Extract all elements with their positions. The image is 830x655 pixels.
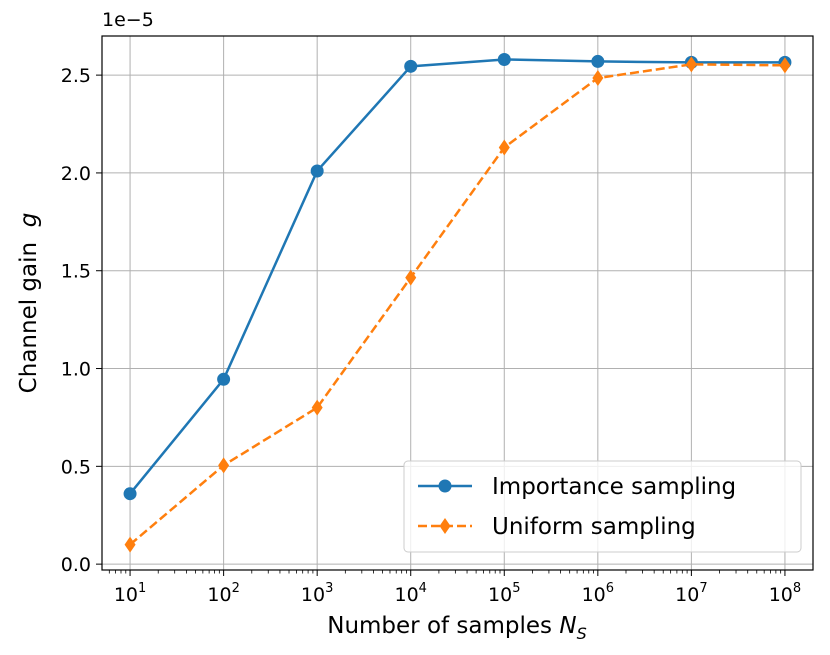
data-point	[310, 164, 324, 178]
x-tick-label: 106	[582, 581, 614, 606]
y-tick-label: 2.0	[61, 163, 91, 185]
legend-marker	[438, 479, 452, 493]
x-tick-label-exponent: 7	[699, 581, 707, 596]
data-point	[404, 59, 418, 73]
y-axis-label-text: Channel gain	[16, 227, 42, 393]
x-tick-label: 104	[394, 581, 426, 606]
data-point	[497, 52, 511, 66]
data-point	[498, 139, 510, 156]
x-tick-label-exponent: 3	[325, 581, 333, 596]
legend-label: Importance sampling	[492, 474, 736, 500]
x-tick-label: 101	[114, 581, 146, 606]
x-tick-label: 103	[301, 581, 333, 606]
x-tick-label: 105	[488, 581, 520, 606]
data-point	[123, 487, 137, 501]
x-tick-label-base: 10	[488, 584, 512, 606]
x-tick-label-exponent: 8	[793, 581, 801, 596]
y-tick-label: 1.0	[61, 359, 91, 381]
data-point	[124, 536, 136, 553]
legend-marker	[439, 518, 451, 534]
x-axis-label-var: N	[559, 613, 576, 639]
data-point	[779, 57, 791, 74]
x-tick-label: 107	[675, 581, 707, 606]
x-tick-label-base: 10	[769, 584, 793, 606]
x-axis-label-text: Number of samples	[327, 613, 559, 639]
series-uniform-sampling	[124, 56, 791, 553]
data-point	[685, 56, 697, 73]
x-axis-label: Number of samples NS	[327, 613, 586, 643]
x-axis-label-sub: S	[577, 624, 587, 643]
legend-box	[403, 460, 802, 553]
y-tick-label: 2.5	[61, 65, 91, 87]
x-tick-label-exponent: 4	[419, 581, 427, 596]
x-tick-label-base: 10	[582, 584, 606, 606]
y-axis-label-var: g	[16, 213, 42, 228]
series-line	[129, 58, 785, 495]
data-point	[591, 54, 605, 68]
series-layer	[123, 52, 792, 553]
x-tick-label-exponent: 6	[606, 581, 614, 596]
x-tick-label-exponent: 2	[232, 581, 240, 596]
series-line	[129, 63, 785, 546]
legend-label: Uniform sampling	[492, 514, 696, 540]
y-tick-label: 0.0	[61, 554, 91, 576]
axes: 101 102 103 104 105 106 107 1080.00.51.01.52.02…	[61, 65, 801, 606]
x-tick-label-base: 10	[675, 584, 699, 606]
y-tick-label: 1.5	[61, 261, 91, 283]
data-point	[311, 399, 323, 416]
x-tick-label: 108	[769, 581, 801, 606]
y-axis-label: Channel gain g	[16, 213, 42, 394]
grid-lines	[102, 36, 813, 570]
x-tick-label-base: 10	[394, 584, 418, 606]
x-tick-label-exponent: 5	[512, 581, 520, 596]
y-tick-label: 0.5	[61, 456, 91, 478]
x-tick-label: 102	[207, 581, 239, 606]
x-tick-label-exponent: 1	[138, 581, 146, 596]
plot-frame	[101, 35, 814, 571]
data-point	[405, 269, 417, 286]
x-tick-label-base: 10	[301, 584, 325, 606]
data-point	[217, 372, 231, 386]
x-tick-label-base: 10	[114, 584, 138, 606]
x-tick-label-base: 10	[207, 584, 231, 606]
legend: Importance sampling Uniform sampling	[403, 460, 802, 553]
data-point	[218, 457, 230, 474]
data-point	[592, 70, 604, 87]
y-offset-label: 1e−5	[102, 9, 154, 31]
